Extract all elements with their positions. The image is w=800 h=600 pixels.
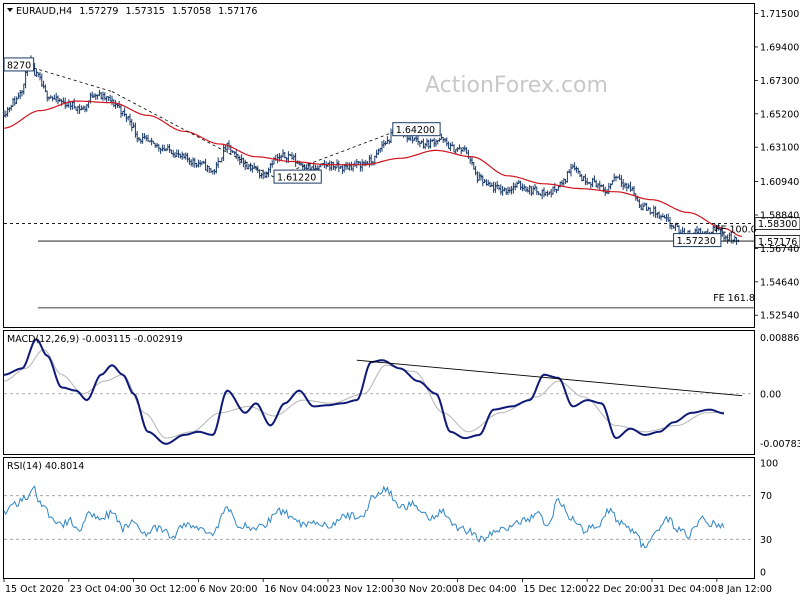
moving-average-line bbox=[3, 100, 743, 237]
macd-line bbox=[3, 337, 725, 445]
macd-series-group bbox=[3, 337, 754, 445]
macd-tick-label: -0.007834 bbox=[760, 439, 800, 450]
annotation-label: 1.64200 bbox=[396, 125, 435, 136]
dropdown-triangle-icon[interactable] bbox=[7, 8, 13, 12]
y-tick-label: 1.60940 bbox=[760, 177, 799, 188]
y-tick-label: 1.58840 bbox=[760, 210, 799, 221]
rsi-tick-label: 30 bbox=[760, 535, 772, 546]
y-tick-label: 1.54640 bbox=[760, 277, 799, 288]
dashed-trendline bbox=[273, 129, 401, 178]
x-tick-label: 8 Jan 12:00 bbox=[718, 584, 772, 595]
macd-trendline bbox=[356, 359, 743, 397]
annotation-box bbox=[392, 122, 441, 137]
rsi-tick-label: 0 bbox=[760, 568, 766, 579]
y-axis-labels: 1.71500 1.69400 1.67300 1.65200 1.63100 1.609… bbox=[754, 9, 800, 579]
y-tick-label: 1.52540 bbox=[760, 311, 799, 322]
y-tick-label: 1.67300 bbox=[760, 76, 799, 87]
rsi-line bbox=[3, 485, 725, 549]
rsi-header: RSI(14) 40.8014 bbox=[7, 461, 84, 472]
x-tick-label: 16 Nov 04:00 bbox=[264, 584, 328, 595]
price-marker-label: 1.58300 bbox=[758, 219, 797, 230]
x-tick-label: 30 Nov 20:00 bbox=[394, 584, 458, 595]
macd-panel bbox=[3, 330, 755, 455]
x-axis-labels: 15 Oct 2020 23 Oct 04:00 30 Oct 12:00 6 Nov… bbox=[3, 578, 772, 595]
annotation-label: 1.57230 bbox=[677, 236, 716, 247]
macd-tick-label: 0.00886 bbox=[760, 333, 799, 344]
price-panel bbox=[3, 3, 755, 328]
price-marker-box bbox=[754, 217, 800, 230]
watermark: ActionForex.com bbox=[425, 73, 608, 98]
fe-label: FE 100.0 bbox=[715, 225, 757, 236]
fe-label: FE 161.8 bbox=[713, 293, 755, 304]
y-tick-label: 1.63100 bbox=[760, 143, 799, 154]
rsi-tick-label: 70 bbox=[760, 491, 772, 502]
x-tick-label: 15 Dec 12:00 bbox=[523, 584, 587, 595]
x-tick-label: 23 Nov 12:00 bbox=[329, 584, 393, 595]
rsi-tick-label: 100 bbox=[760, 459, 778, 470]
annotation-box bbox=[3, 57, 35, 72]
x-tick-label: 15 Oct 2020 bbox=[5, 584, 64, 595]
x-tick-label: 8 Dec 04:00 bbox=[459, 584, 517, 595]
annotation-box bbox=[673, 233, 722, 248]
rsi-panel bbox=[3, 457, 755, 579]
y-tick-label: 1.71500 bbox=[760, 9, 799, 20]
y-tick-label: 1.56740 bbox=[760, 244, 799, 255]
dashed-trendline bbox=[21, 64, 113, 92]
x-tick-label: 22 Dec 20:00 bbox=[588, 584, 652, 595]
x-tick-label: 23 Oct 04:00 bbox=[70, 584, 132, 595]
price-marker-box bbox=[754, 235, 800, 248]
x-tick-label: 31 Dec 04:00 bbox=[653, 584, 717, 595]
x-tick-label: 30 Oct 12:00 bbox=[135, 584, 197, 595]
y-tick-label: 1.69400 bbox=[760, 42, 799, 53]
annotation-label: 1.61220 bbox=[277, 173, 316, 184]
y-tick-label: 1.65200 bbox=[760, 109, 799, 120]
x-tick-label: 6 Nov 20:00 bbox=[199, 584, 257, 595]
macd-header: MACD(12,26,9) -0.003115 -0.002919 bbox=[7, 334, 183, 345]
rsi-series-group bbox=[3, 485, 754, 549]
annotation-label: 8270 bbox=[7, 60, 31, 71]
annotation-box bbox=[273, 169, 322, 184]
price-header: EURAUD,H4 1.57279 1.57315 1.57058 1.5717… bbox=[16, 6, 257, 17]
macd-tick-label: 0.00 bbox=[760, 389, 781, 400]
price-marker-label: 1.57176 bbox=[758, 237, 797, 248]
dashed-trendline bbox=[111, 91, 275, 178]
